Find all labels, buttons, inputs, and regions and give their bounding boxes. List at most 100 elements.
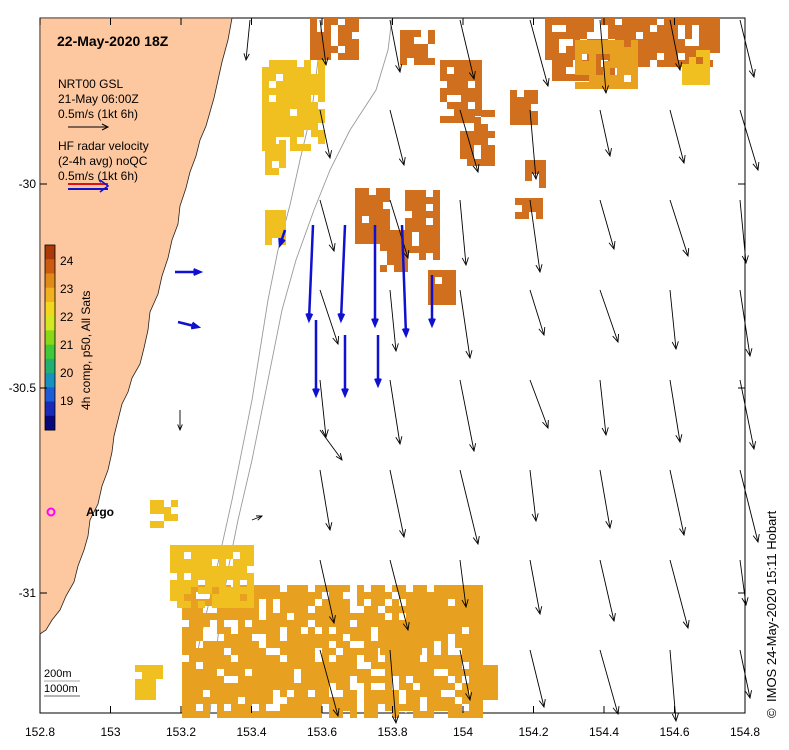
sst-cell	[210, 683, 217, 690]
sst-cell	[297, 74, 304, 81]
sst-cell	[371, 599, 378, 606]
sst-cell	[448, 669, 455, 676]
sst-cell	[475, 67, 482, 74]
sst-cell	[525, 167, 532, 174]
sst-cell	[231, 669, 238, 676]
sst-cell	[488, 152, 495, 159]
sst-cell	[196, 697, 203, 704]
sst-cell	[245, 655, 252, 662]
sst-cell	[420, 711, 427, 718]
sst-cell	[488, 159, 495, 166]
sst-cell	[276, 123, 283, 130]
sst-cell	[385, 704, 392, 711]
sst-cell	[345, 25, 352, 32]
sst-cell	[297, 67, 304, 74]
sst-cell	[294, 599, 301, 606]
sst-cell	[474, 138, 481, 145]
sst-cell	[441, 585, 448, 592]
sst-cell	[455, 613, 462, 620]
y-tick-label: -30.5	[9, 381, 37, 395]
sst-cell	[269, 130, 276, 137]
sst-cell	[357, 620, 364, 627]
sst-cell	[371, 592, 378, 599]
sst-cell	[294, 655, 301, 662]
sst-cell	[212, 545, 219, 552]
sst-cell	[240, 601, 247, 608]
sst-cell	[589, 61, 596, 68]
sst-cell	[252, 690, 259, 697]
sst-cell	[191, 559, 198, 566]
sst-cell	[703, 57, 710, 64]
x-tick-label: 154.6	[659, 725, 689, 739]
sst-cell	[448, 655, 455, 662]
sst-cell	[310, 32, 317, 39]
sst-cell	[559, 74, 566, 81]
sst-cell	[247, 559, 254, 566]
sst-cell	[280, 648, 287, 655]
sst-cell	[317, 46, 324, 53]
sst-cell	[182, 711, 189, 718]
sst-cell	[247, 552, 254, 559]
sst-cell	[476, 634, 483, 641]
sst-cell	[329, 697, 336, 704]
sst-cell	[189, 627, 196, 634]
sst-cell	[371, 620, 378, 627]
sst-cell	[294, 634, 301, 641]
sst-cell	[474, 117, 481, 124]
sst-cell	[380, 237, 387, 244]
sst-cell	[401, 641, 408, 648]
sst-cell	[252, 669, 259, 676]
sst-cell	[245, 613, 252, 620]
sst-cell	[294, 711, 301, 718]
sst-cell	[427, 613, 434, 620]
sst-cell	[589, 75, 596, 82]
sst-cell	[329, 669, 336, 676]
sst-cell	[371, 704, 378, 711]
sst-cell	[392, 669, 399, 676]
sst-cell	[171, 514, 178, 521]
sst-cell	[308, 704, 315, 711]
sst-cell	[643, 60, 650, 67]
sst-cell	[210, 697, 217, 704]
sst-cell	[262, 109, 269, 116]
sst-cell	[203, 662, 210, 669]
sst-cell	[650, 46, 657, 53]
sst-cell	[476, 599, 483, 606]
sst-cell	[405, 204, 412, 211]
sst-cell	[259, 592, 266, 599]
sst-cell	[469, 599, 476, 606]
sst-cell	[304, 109, 311, 116]
sst-cell	[345, 46, 352, 53]
sst-cell	[406, 662, 413, 669]
sst-cell	[150, 507, 157, 514]
sst-cell	[308, 655, 315, 662]
sst-cell	[678, 18, 685, 25]
sst-cell	[434, 585, 441, 592]
sst-cell	[420, 606, 427, 613]
sst-cell	[469, 585, 476, 592]
sst-cell	[157, 500, 164, 507]
sst-cell	[434, 599, 441, 606]
sst-cell	[170, 587, 177, 594]
sst-cell	[311, 102, 318, 109]
sst-cell	[262, 67, 269, 74]
sst-cell	[696, 50, 703, 57]
sst-cell	[406, 697, 413, 704]
sst-cell	[226, 573, 233, 580]
sst-cell	[304, 88, 311, 95]
sst-cell	[259, 676, 266, 683]
sst-cell	[448, 606, 455, 613]
sst-cell	[427, 599, 434, 606]
sst-cell	[664, 25, 671, 32]
sst-cell	[624, 82, 631, 89]
sst-cell	[545, 32, 552, 39]
sst-cell	[231, 648, 238, 655]
sst-cell	[392, 662, 399, 669]
sst-cell	[448, 662, 455, 669]
sst-cell	[441, 634, 448, 641]
sst-cell	[406, 683, 413, 690]
sst-cell	[238, 683, 245, 690]
sst-cell	[196, 711, 203, 718]
sst-cell	[273, 620, 280, 627]
sst-cell	[336, 620, 343, 627]
